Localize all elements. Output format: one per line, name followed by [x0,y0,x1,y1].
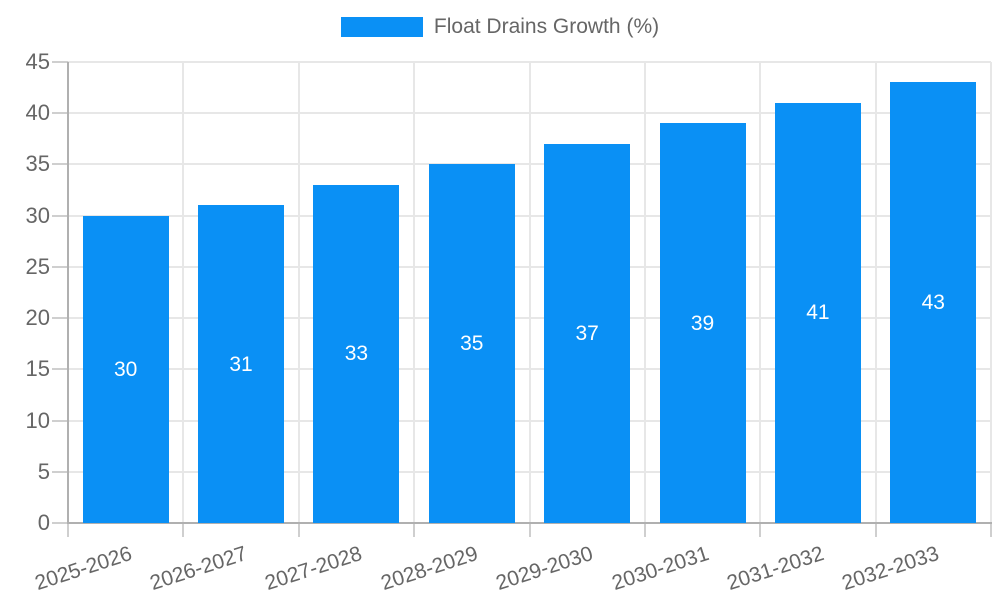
bar[interactable]: 37 [544,143,631,523]
legend-item[interactable]: Float Drains Growth (%) [340,15,660,38]
gridline-v [413,62,416,523]
bar[interactable]: 41 [774,102,861,523]
gridline-v [759,62,762,523]
y-tick-label: 20 [25,305,50,331]
x-tick [643,523,646,537]
y-tick-label: 40 [25,100,50,126]
y-tick [52,317,68,320]
x-tick [990,523,992,537]
x-tick-label: 2025-2026 [31,542,135,595]
y-tick-label: 35 [25,151,50,177]
y-tick [52,419,68,422]
gridline-v [874,62,877,523]
bar[interactable]: 43 [890,82,977,523]
x-tick-label: 2029-2030 [493,542,596,595]
x-tick-label: 2027-2028 [262,542,366,595]
bar-value-label: 31 [229,352,253,376]
legend-label: Float Drains Growth (%) [433,15,660,38]
x-tick [67,523,69,537]
bar[interactable]: 31 [198,205,285,523]
x-tick [182,523,185,537]
gridline-v [990,62,992,523]
bar-value-label: 41 [806,301,830,325]
gridline-v [182,62,185,523]
y-tick [52,265,68,268]
chart-legend: Float Drains Growth (%) [0,16,1000,37]
x-axis-line [67,522,992,524]
y-tick [52,214,68,217]
bar-value-label: 30 [114,357,138,381]
y-tick [52,163,68,166]
legend-swatch-icon [340,16,423,37]
x-tick [528,523,531,537]
y-tick [52,522,68,524]
y-axis-line [67,62,69,523]
gridline-v [297,62,300,523]
bar-value-label: 35 [460,332,484,356]
y-tick-label: 30 [25,202,50,228]
bar-value-label: 43 [921,291,945,315]
bar-value-label: 37 [575,321,599,345]
x-tick-label: 2031-2032 [724,542,827,595]
gridline-v [643,62,646,523]
bar-value-label: 33 [344,342,369,366]
y-tick [52,470,68,473]
x-tick-label: 2028-2029 [377,542,481,595]
y-tick [52,368,68,371]
y-tick-label: 25 [25,253,50,279]
gridline-v [528,62,531,523]
y-tick-label: 0 [37,510,50,535]
x-tick-label: 2030-2031 [608,542,712,595]
bar[interactable]: 39 [659,123,746,523]
y-tick [52,61,68,63]
y-tick-label: 10 [25,407,50,433]
y-tick-label: 5 [37,458,50,484]
bar[interactable]: 33 [313,184,400,523]
x-tick [413,523,416,537]
y-tick-label: 15 [25,356,50,382]
x-tick [759,523,762,537]
x-tick [297,523,300,537]
x-tick-label: 2032-2033 [839,542,943,595]
x-tick [874,523,877,537]
bar-value-label: 39 [690,311,715,335]
y-tick [52,112,68,115]
bar[interactable]: 35 [428,164,515,523]
bar[interactable]: 30 [82,215,169,523]
x-tick-label: 2026-2027 [147,542,250,595]
y-tick-label: 45 [25,49,50,74]
